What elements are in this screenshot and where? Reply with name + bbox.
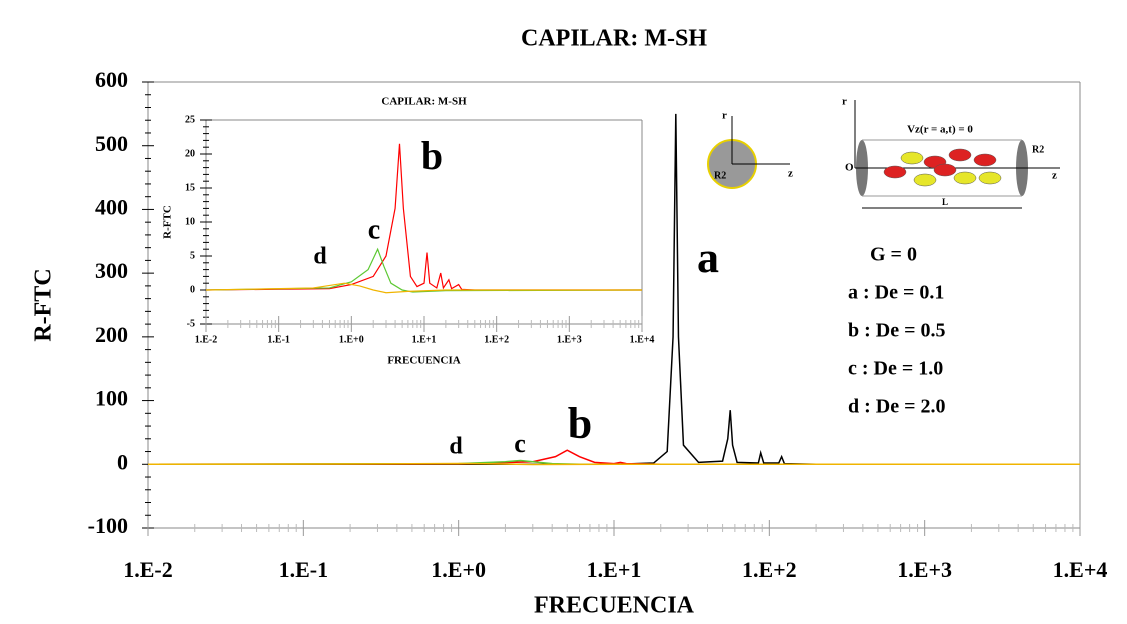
x-axis-label: FRECUENCIA [387, 355, 460, 367]
peak-label: b [568, 399, 592, 448]
series-line [205, 247, 643, 293]
x-tick-label: 1.E+3 [557, 334, 582, 345]
inset-box [172, 92, 650, 372]
x-tick-label: 1.E+1 [412, 334, 437, 345]
diagram-r: r [722, 110, 727, 122]
y-axis-label: R-FTC [162, 205, 174, 239]
legend-text: G = 0 [870, 244, 917, 266]
y-tick-label: 0 [117, 449, 128, 474]
diagram-origin: O [845, 162, 854, 174]
y-tick-label: 600 [95, 67, 128, 92]
series-line [148, 113, 1080, 466]
legend-text: b : De = 0.5 [848, 320, 946, 342]
blood-cell [933, 163, 957, 177]
x-tick-label: 1.E+0 [339, 334, 364, 345]
y-tick-label: 0 [190, 284, 195, 295]
peak-label: b [421, 133, 443, 178]
legend-text: c : De = 1.0 [848, 358, 943, 380]
blood-cell [948, 148, 972, 162]
y-tick-label: 300 [95, 258, 128, 283]
x-tick-label: 1.E-1 [267, 334, 290, 345]
x-tick-label: 1.E+4 [1053, 557, 1108, 582]
series-line [205, 143, 642, 291]
x-tick-label: 1.E-1 [279, 557, 329, 582]
y-tick-label: 500 [95, 131, 128, 156]
y-tick-label: -100 [88, 513, 128, 538]
diagram-length: L [942, 197, 948, 207]
legend-text: a : De = 0.1 [848, 282, 944, 304]
peak-label: d [313, 244, 327, 270]
x-tick-label: 1.E+2 [484, 334, 509, 345]
x-tick-label: 1.E-2 [195, 334, 218, 345]
diagram-radius: R2 [714, 170, 726, 181]
series-line [147, 462, 1080, 466]
y-tick-label: -5 [187, 318, 195, 329]
legend-text: d : De = 2.0 [848, 396, 946, 418]
x-tick-label: 1.E+0 [431, 557, 486, 582]
y-tick-label: 200 [95, 322, 128, 347]
x-tick-label: 1.E+1 [587, 557, 642, 582]
chart-title: CAPILAR: M-SH [381, 96, 467, 108]
x-axis-label: FRECUENCIA [534, 593, 695, 619]
y-tick-label: 5 [190, 250, 195, 261]
blood-cell [913, 173, 937, 187]
blood-cell [953, 171, 977, 185]
diagram-radius: R2 [1032, 144, 1044, 155]
y-axis-label: R-FTC [31, 268, 57, 341]
blood-cell [883, 165, 907, 179]
y-tick-label: 10 [185, 216, 195, 227]
diagram-condition: Vz(r = a,t) = 0 [907, 124, 973, 136]
y-tick-label: 100 [95, 386, 128, 411]
peak-label: d [449, 434, 463, 460]
diagram-r: r [842, 96, 847, 108]
peak-label: c [368, 214, 380, 245]
blood-cell [973, 153, 997, 167]
diagram-z: z [788, 168, 793, 180]
x-tick-label: 1.E+2 [742, 557, 797, 582]
x-tick-label: 1.E+3 [897, 557, 952, 582]
x-tick-label: 1.E-2 [123, 557, 173, 582]
y-tick-label: 20 [185, 148, 195, 159]
x-tick-label: 1.E+4 [630, 334, 655, 345]
series-line [205, 282, 642, 294]
blood-cell [900, 151, 924, 165]
y-tick-label: 400 [95, 194, 128, 219]
y-tick-label: 15 [185, 182, 195, 193]
diagram-z: z [1052, 170, 1057, 182]
y-tick-label: 25 [185, 114, 195, 125]
chart-title: CAPILAR: M-SH [521, 26, 707, 52]
peak-label: a [697, 233, 719, 282]
peak-label: c [514, 429, 526, 458]
blood-cell [978, 171, 1002, 185]
